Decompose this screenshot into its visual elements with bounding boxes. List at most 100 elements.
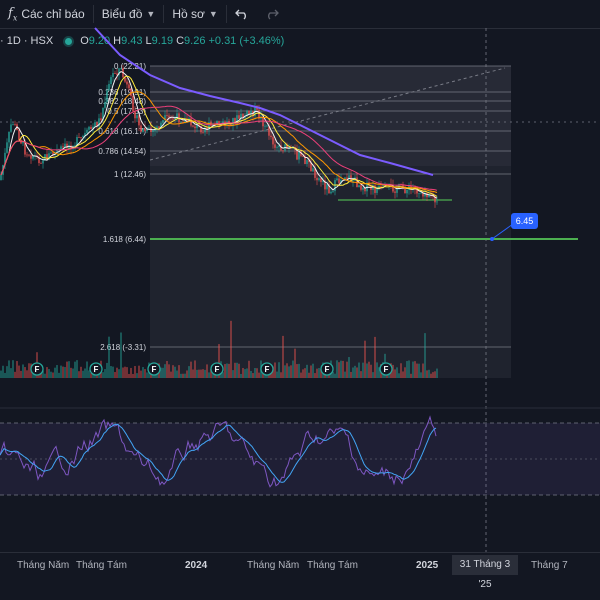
earnings-event-icon[interactable]: F bbox=[210, 362, 224, 376]
candle-body bbox=[100, 118, 102, 121]
volume-bar bbox=[278, 362, 280, 378]
volume-bar bbox=[374, 336, 376, 378]
open-key: O bbox=[80, 35, 89, 47]
candle-body bbox=[40, 163, 42, 164]
candle-body bbox=[148, 127, 150, 129]
volume-bar bbox=[360, 371, 362, 378]
candle-body bbox=[38, 156, 40, 164]
time-label: Tháng Năm bbox=[17, 560, 70, 571]
candle-body bbox=[4, 152, 6, 166]
candle-body bbox=[230, 124, 232, 126]
toolbar-divider bbox=[225, 5, 227, 23]
chevron-down-icon: ▼ bbox=[208, 9, 218, 19]
time-axis[interactable]: Tháng Năm Tháng Tám 2024 Tháng Năm Tháng… bbox=[0, 552, 600, 590]
volume-bar bbox=[292, 360, 294, 378]
volume-bar bbox=[114, 372, 116, 378]
volume-bar bbox=[424, 333, 426, 378]
volume-bar bbox=[86, 361, 88, 378]
candle-body bbox=[200, 125, 202, 133]
candle-body bbox=[374, 185, 376, 193]
svg-text:F: F bbox=[94, 365, 99, 374]
volume-bar bbox=[326, 373, 328, 378]
volume-bar bbox=[12, 360, 14, 378]
candle-body bbox=[72, 148, 74, 150]
candle-body bbox=[136, 115, 138, 119]
candle-body bbox=[424, 192, 426, 197]
volume-bar bbox=[238, 363, 240, 378]
account-button[interactable]: Hồ sơ ▼ bbox=[164, 0, 225, 28]
candle-body bbox=[164, 115, 166, 121]
volume-bar bbox=[334, 373, 336, 378]
volume-bar bbox=[178, 365, 180, 378]
candle-body bbox=[192, 125, 194, 127]
volume-bar bbox=[348, 357, 350, 378]
candle-body bbox=[50, 152, 52, 154]
earnings-event-icon[interactable]: F bbox=[260, 362, 274, 376]
volume-bar bbox=[128, 373, 130, 378]
volume-bar bbox=[394, 369, 396, 378]
indicators-label: Các chỉ báo bbox=[21, 7, 85, 21]
candle-body bbox=[264, 125, 266, 127]
price-chart[interactable]: 0 (22.21) 0.236 (19.91)0.382 (18.48)0.5 (… bbox=[0, 0, 600, 552]
volume-bar bbox=[250, 370, 252, 378]
volume-bar bbox=[166, 360, 168, 378]
trend-line[interactable] bbox=[149, 67, 506, 161]
candle-body bbox=[362, 187, 364, 190]
earnings-event-icon[interactable]: F bbox=[379, 362, 393, 376]
volume-bar bbox=[400, 363, 402, 378]
time-label: Tháng Tám bbox=[307, 560, 358, 571]
volume-bar bbox=[346, 361, 348, 378]
time-label: Tháng Năm bbox=[247, 560, 300, 571]
undo-button[interactable] bbox=[227, 0, 257, 28]
volume-bar bbox=[218, 344, 220, 378]
candle-body bbox=[12, 124, 14, 125]
volume-bar bbox=[254, 367, 256, 378]
earnings-event-icon[interactable]: F bbox=[320, 362, 334, 376]
volume-bar bbox=[402, 371, 404, 378]
symbol-label[interactable]: · 1D · HSX bbox=[0, 35, 54, 47]
redo-button[interactable] bbox=[257, 0, 287, 28]
volume-bar bbox=[108, 336, 110, 378]
price-tag[interactable]: 6.45 bbox=[511, 213, 538, 229]
volume-bar bbox=[318, 368, 320, 378]
candle-body bbox=[436, 201, 438, 203]
change-value: +0.31 (+3.46%) bbox=[208, 35, 285, 47]
candle-body bbox=[240, 113, 242, 119]
symbol-legend: · 1D · HSX O 9.20 H 9.43 L 9.19 C 9.26 +0.31… bbox=[0, 33, 287, 49]
earnings-event-icon[interactable]: F bbox=[89, 362, 103, 376]
volume-bar bbox=[316, 368, 318, 378]
candle-body bbox=[184, 118, 186, 124]
svg-text:F: F bbox=[325, 365, 330, 374]
candle-body bbox=[86, 129, 88, 134]
chart-type-button[interactable]: Biểu đồ ▼ bbox=[94, 0, 164, 28]
candle-body bbox=[232, 118, 234, 126]
moving-average-line bbox=[0, 90, 438, 193]
volume-bar bbox=[294, 348, 296, 378]
candle-body bbox=[394, 191, 396, 193]
candle-body bbox=[282, 150, 284, 152]
candle-body bbox=[18, 130, 20, 140]
earnings-event-icon[interactable]: F bbox=[147, 362, 161, 376]
volume-bar bbox=[328, 373, 330, 378]
volume-bar bbox=[412, 361, 414, 378]
candle-body bbox=[212, 123, 214, 126]
moving-average-line bbox=[0, 71, 438, 199]
volume-bar bbox=[28, 363, 30, 378]
candle-body bbox=[234, 118, 236, 124]
fib-retracement-area[interactable] bbox=[150, 66, 511, 378]
candle-body bbox=[186, 118, 188, 123]
volume-bar bbox=[224, 364, 226, 378]
volume-bar bbox=[146, 372, 148, 378]
candle-body bbox=[242, 113, 244, 118]
candle-body bbox=[236, 115, 238, 124]
candle-body bbox=[112, 73, 114, 78]
candle-body bbox=[114, 73, 116, 74]
indicators-button[interactable]: fx Các chỉ báo bbox=[0, 0, 93, 28]
volume-bar bbox=[88, 370, 90, 378]
volume-bar bbox=[350, 371, 352, 378]
candle-body bbox=[404, 188, 406, 194]
time-label: Tháng Tám bbox=[76, 560, 127, 571]
earnings-event-icon[interactable]: F bbox=[30, 362, 44, 376]
candle-body bbox=[246, 110, 248, 116]
candle-body bbox=[196, 123, 198, 129]
